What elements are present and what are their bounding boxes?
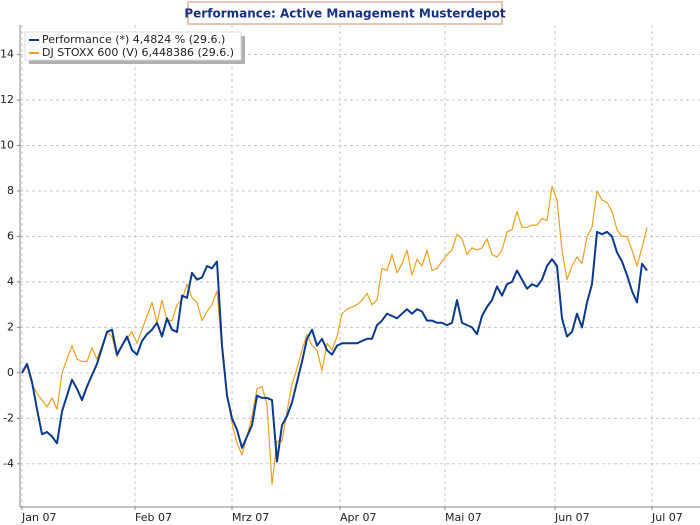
y-tick-label: -2 (3, 411, 14, 424)
y-tick-label: 2 (7, 320, 14, 333)
legend-box (24, 31, 242, 61)
y-tick-label: 12 (0, 93, 14, 106)
legend-label: DJ STOXX 600 (V) 6,448386 (29.6.) (42, 46, 234, 59)
chart-title: Performance: Active Management Musterdep… (184, 7, 505, 21)
title-box (187, 1, 503, 25)
x-tick-label: Jan 07 (21, 511, 56, 524)
x-tick-label: Apr 07 (340, 511, 377, 524)
x-tick-label: Jun 07 (554, 511, 590, 524)
y-tick-label: 0 (7, 366, 14, 379)
series-line (21, 230, 648, 463)
y-tick-label: 10 (0, 139, 14, 152)
x-tick-label: Feb 07 (135, 511, 172, 524)
x-tick-label: Jul 07 (651, 511, 683, 524)
y-tick-label: 6 (7, 229, 14, 242)
x-tick-label: Mrz 07 (232, 511, 269, 524)
x-tick-label: Mai 07 (445, 511, 482, 524)
y-tick-label: 8 (7, 184, 14, 197)
y-tick-label: -4 (3, 457, 14, 470)
legend-label: Performance (*) 4,4824 % (29.6.) (42, 33, 225, 46)
series-line (21, 185, 648, 485)
y-tick-label: 4 (7, 275, 14, 288)
y-tick-label: 14 (0, 48, 14, 61)
